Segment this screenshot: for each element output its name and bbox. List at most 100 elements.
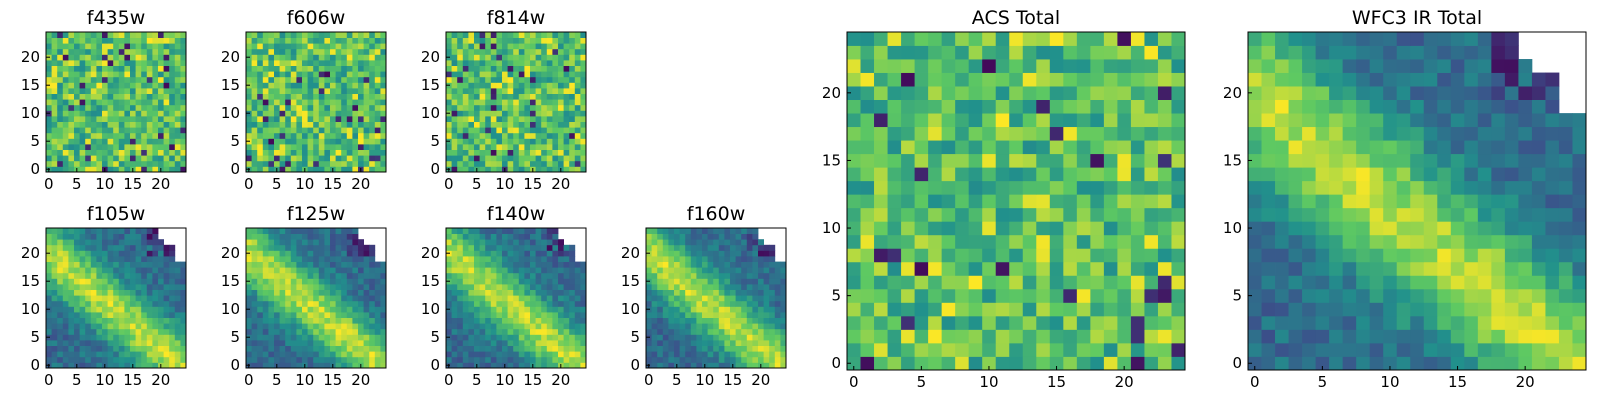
heatmap-cell (51, 334, 58, 341)
heatmap-cell (62, 76, 69, 83)
heatmap-cell (860, 167, 875, 182)
heatmap-cell (330, 295, 336, 302)
heatmap-cell (558, 110, 564, 117)
heatmap-cell (262, 228, 269, 234)
heatmap-cell (569, 37, 576, 44)
heatmap-cell (352, 295, 359, 302)
heatmap-cell (335, 323, 342, 330)
heatmap-cell (490, 132, 497, 139)
heatmap-cell (651, 284, 658, 290)
heatmap-cell (96, 317, 103, 324)
heatmap-cell (887, 275, 902, 290)
heatmap-cell (62, 110, 69, 117)
heatmap-cell (496, 88, 503, 94)
heatmap-cell (468, 82, 475, 89)
heatmap-cell (535, 127, 542, 134)
heatmap-cell (1117, 315, 1132, 330)
heatmap-cell (490, 104, 497, 111)
heatmap-cell (490, 144, 497, 150)
heatmap-cell (124, 54, 131, 61)
heatmap-cell (57, 250, 64, 257)
heatmap-cell (569, 306, 576, 313)
heatmap-cell (68, 138, 75, 145)
heatmap-cell (257, 306, 264, 313)
heatmap-cell (90, 121, 97, 128)
heatmap-cell (901, 126, 915, 141)
heatmap-cell (690, 228, 697, 234)
heatmap-cell (574, 166, 581, 173)
heatmap-cell (887, 113, 902, 128)
heatmap-cell (446, 88, 452, 94)
heatmap-cell (346, 37, 353, 44)
heatmap-cell (374, 121, 381, 128)
heatmap-cell (546, 317, 553, 324)
heatmap-cell (535, 244, 542, 251)
heatmap-cell (313, 256, 320, 262)
heatmap-cell (302, 306, 308, 313)
heatmap-cell (558, 267, 564, 274)
heatmap-cell (646, 312, 652, 318)
heatmap-cell (152, 323, 159, 330)
heatmap-cell (302, 250, 308, 257)
heatmap-cell (574, 76, 581, 83)
heatmap-cell (352, 32, 359, 38)
heatmap-cell (113, 323, 120, 330)
heatmap-cell (257, 300, 264, 307)
heatmap-cell (313, 166, 320, 173)
heatmap-cell (169, 345, 176, 352)
heatmap-cell (718, 323, 725, 330)
heatmap-cell (335, 278, 342, 285)
heatmap-cell (474, 351, 480, 358)
heatmap-cell (341, 144, 348, 150)
y-tick-label: 5 (30, 328, 40, 346)
heatmap-cell (163, 138, 170, 145)
heatmap-cell (141, 256, 148, 262)
heatmap-cell (847, 221, 861, 236)
heatmap-cell (847, 275, 861, 290)
heatmap-cell (262, 233, 269, 240)
heatmap-cell (1157, 342, 1172, 357)
heatmap-cell (74, 244, 80, 251)
heatmap-cell (887, 140, 902, 155)
heatmap-cell (102, 60, 108, 66)
heatmap-cell (130, 250, 136, 257)
heatmap-cell (651, 278, 658, 285)
heatmap-cell (718, 356, 725, 363)
heatmap-cell (774, 272, 781, 279)
heatmap-cell (90, 328, 97, 335)
heatmap-cell (563, 362, 570, 369)
heatmap-cell (1036, 126, 1051, 141)
heatmap-cell (169, 362, 176, 369)
heatmap-cell (262, 334, 269, 341)
heatmap-cell (313, 71, 320, 78)
heatmap-cell (752, 250, 759, 257)
heatmap-cell (46, 155, 52, 162)
heatmap-cell (1171, 167, 1186, 182)
heatmap-cell (490, 317, 497, 324)
heatmap-cell (380, 312, 387, 318)
heatmap-cell (51, 43, 58, 50)
heatmap-cell (113, 278, 120, 285)
heatmap-cell (763, 256, 770, 262)
heatmap-cell (352, 233, 359, 240)
heatmap-cell (251, 317, 258, 324)
heatmap-cell (524, 284, 531, 290)
heatmap-cell (713, 289, 720, 296)
heatmap-cell (274, 317, 280, 324)
heatmap-cell (502, 239, 508, 246)
heatmap-cell (530, 284, 536, 290)
heatmap-cell (662, 312, 669, 318)
heatmap-cell (752, 328, 759, 335)
heatmap-cell (46, 88, 52, 94)
heatmap-cell (358, 99, 364, 106)
heatmap-cell (546, 351, 553, 358)
heatmap-cell (318, 65, 325, 72)
heatmap-cell (380, 43, 387, 50)
heatmap-cell (335, 71, 342, 78)
heatmap-cell (302, 345, 308, 352)
heatmap-cell (690, 334, 697, 341)
heatmap-cell (324, 32, 331, 38)
heatmap-cell (713, 239, 720, 246)
heatmap-cell (335, 340, 342, 346)
heatmap-cell (346, 54, 353, 61)
